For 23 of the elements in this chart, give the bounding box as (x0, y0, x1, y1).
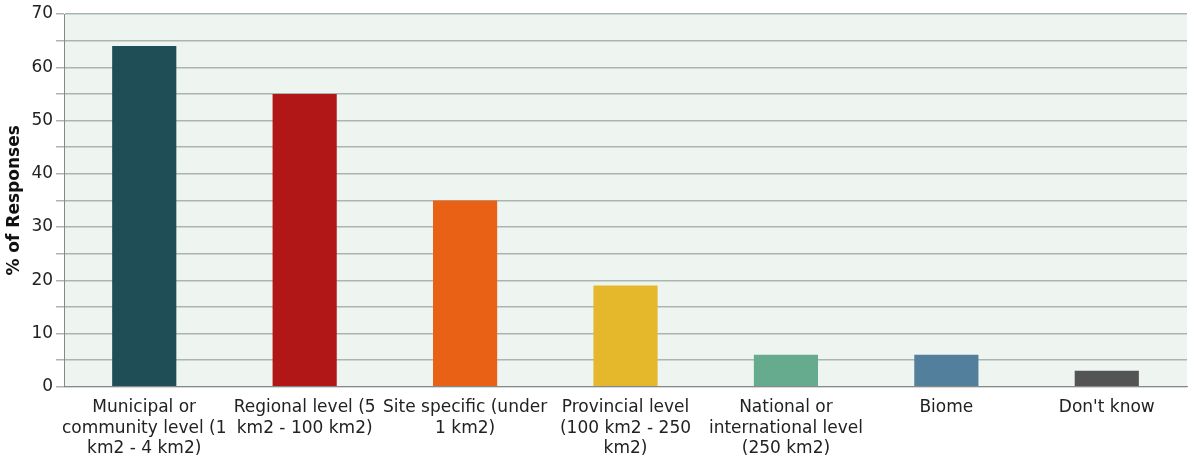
x-tick-label: Provincial level (100 km2 - 250 km2) (559, 396, 692, 458)
bar (914, 354, 979, 387)
y-tick-label: 20 (31, 268, 54, 289)
x-tick-label: Regional level (5 km2 - 100 km2) (233, 396, 376, 437)
y-tick-label: 70 (31, 2, 54, 23)
bar (593, 285, 658, 387)
bar (272, 93, 337, 387)
bar (433, 200, 498, 387)
x-tick-label: Municipal or community level (1 km2 - 4 km2) (61, 396, 227, 458)
y-tick-label: 50 (31, 108, 54, 129)
x-tick-label: Site specific (under 1 km2) (383, 396, 548, 437)
y-tick-label: 0 (42, 375, 54, 396)
y-tick-label: 60 (31, 55, 54, 76)
bar (753, 354, 819, 387)
bar (112, 45, 177, 387)
y-tick-label: 40 (31, 162, 54, 183)
y-axis-title: % of Responses (2, 125, 23, 276)
bar (1074, 370, 1139, 387)
x-tick-label: National or international level (250 km2) (708, 396, 863, 458)
x-tick-label: Don't know (1058, 396, 1155, 417)
y-tick-label: 10 (31, 321, 54, 342)
y-tick-label: 30 (31, 215, 54, 236)
x-tick-label: Biome (919, 396, 974, 417)
